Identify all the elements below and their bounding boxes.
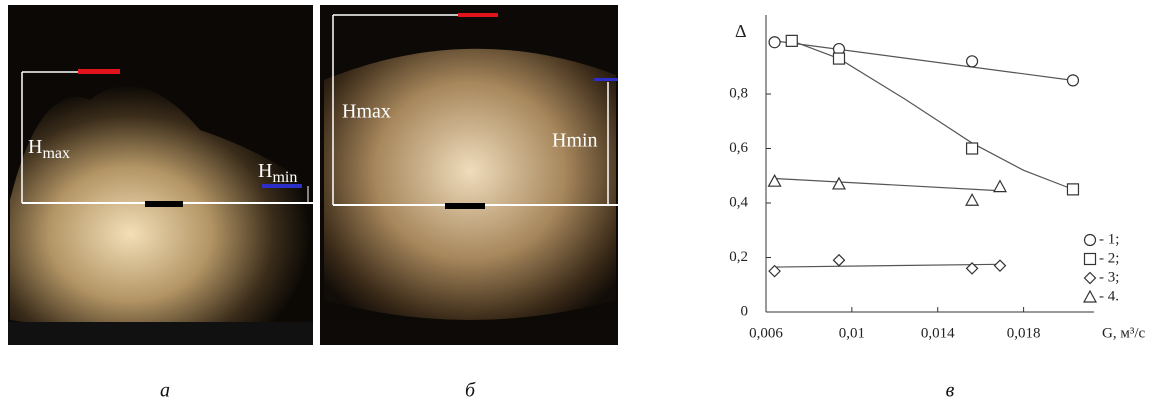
y-tick-label: 0,6 <box>729 140 748 156</box>
caption: б <box>465 380 476 402</box>
marker <box>767 173 782 187</box>
fit-line <box>774 263 1000 268</box>
label-hmin: Hmin <box>258 160 297 186</box>
y-tick-label: 0 <box>741 303 749 319</box>
legend-label: - 4. <box>1099 288 1119 304</box>
photo-a: Hmax Hmin <box>8 5 313 345</box>
marker <box>965 262 979 275</box>
marker <box>768 36 781 49</box>
y-tick-label: 0,8 <box>729 85 748 101</box>
legend-marker <box>1083 233 1097 247</box>
fit-line <box>791 40 1074 190</box>
marker <box>768 264 781 278</box>
marker <box>965 142 979 155</box>
marker <box>1066 74 1080 87</box>
marker <box>832 52 846 65</box>
x-axis-label: G, м³/с <box>1102 325 1145 341</box>
marker <box>831 176 846 190</box>
marker <box>965 55 979 68</box>
caption: в <box>946 380 955 402</box>
caption: а <box>160 380 170 402</box>
marker <box>1066 183 1080 196</box>
legend-marker <box>1083 271 1097 285</box>
fit-line <box>774 40 1074 81</box>
marker <box>992 179 1008 193</box>
label-hmax: Hmax <box>28 136 70 162</box>
label-sub: min <box>272 169 297 186</box>
y-tick-label: 0,2 <box>729 249 748 265</box>
marker <box>785 34 798 47</box>
marker <box>993 259 1007 273</box>
label-sub: max <box>42 145 70 162</box>
legend-marker <box>1082 289 1098 303</box>
fit-line <box>774 177 1001 192</box>
legend-label: - 1; <box>1099 231 1119 247</box>
x-tick-label: 0,006 <box>749 325 783 341</box>
y-axis-label: Δ <box>735 21 747 41</box>
marker <box>832 253 846 267</box>
photo-b: Hmax Hmin <box>320 5 618 345</box>
label-hmin: Hmin <box>552 130 598 152</box>
plot: 0 0,2 0,4 0,6 0,8 0,006 0,01 0,014 0,018 - 1; - 2;… <box>729 15 1119 341</box>
x-tick-label: 0,018 <box>1007 325 1041 341</box>
label-hmax: Hmax <box>342 101 391 123</box>
marker <box>965 193 980 206</box>
x-tick-label: 0,014 <box>921 325 955 341</box>
label-main: H <box>28 136 42 158</box>
legend-label: - 3; <box>1099 269 1119 285</box>
y-tick-label: 0,4 <box>729 194 748 210</box>
label-main: H <box>258 160 272 182</box>
x-tick-label: 0,01 <box>839 325 865 341</box>
legend-label: - 2; <box>1099 250 1119 266</box>
legend-marker <box>1083 252 1097 266</box>
